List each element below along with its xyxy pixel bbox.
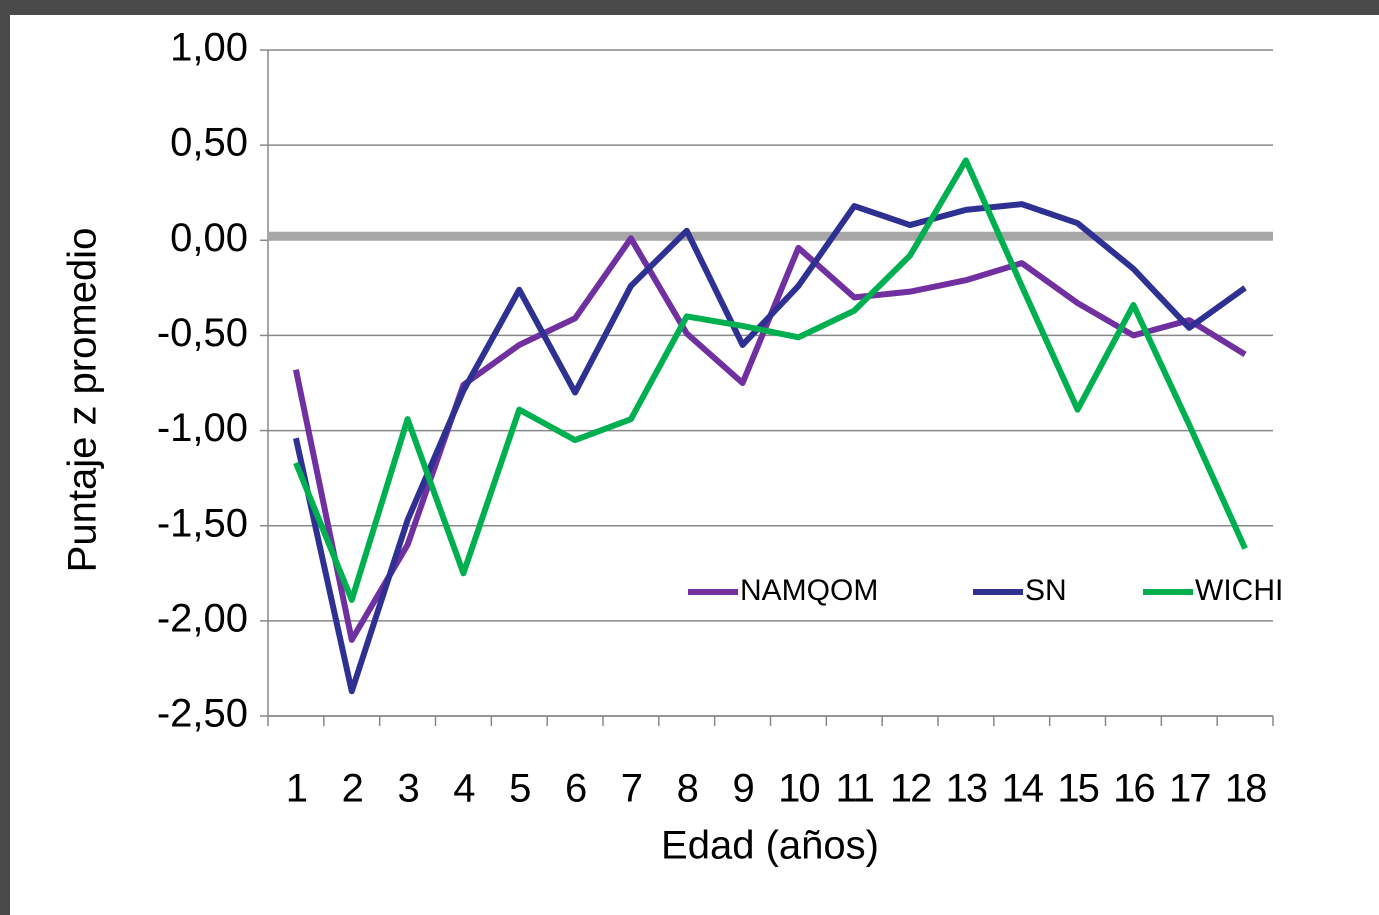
x-axis-label: Edad (años): [661, 824, 879, 868]
y-tick-label: -0,50: [157, 311, 248, 355]
x-tick-label: 11: [835, 767, 873, 811]
x-tick-label: 10: [778, 767, 819, 811]
x-tick-label: 12: [890, 767, 931, 811]
x-tick-label: 1: [286, 767, 307, 811]
y-tick-label: -2,50: [157, 692, 248, 736]
legend-label: WICHI: [1195, 574, 1283, 607]
y-axis-label: Puntaje z promedio: [61, 228, 105, 573]
x-tick-label: 15: [1057, 767, 1098, 811]
y-tick-label: 1,00: [170, 26, 248, 70]
x-tick-label: 2: [342, 767, 363, 811]
chart: Edad (años) Puntaje z promedio -2,50 -2,0…: [10, 15, 1379, 915]
y-tick-label: 0,50: [170, 121, 248, 165]
x-tick-label: 16: [1113, 767, 1154, 811]
x-tick-label: 13: [946, 767, 987, 811]
y-tick-label: -2,00: [157, 596, 248, 640]
x-tick-label: 18: [1225, 767, 1266, 811]
x-tick-label: 9: [732, 767, 753, 811]
x-tick-label: 5: [509, 767, 530, 811]
y-tick-label: -1,00: [157, 406, 248, 450]
x-tick-label: 8: [677, 767, 698, 811]
legend-label: SN: [1025, 574, 1067, 607]
y-tick-label: 0,00: [170, 216, 248, 260]
series-line: [292, 201, 1247, 695]
x-tick-label: 17: [1169, 767, 1210, 811]
x-tick-label: 3: [397, 767, 418, 811]
y-tick-label: -1,50: [157, 501, 248, 545]
x-tick-label: 6: [565, 767, 586, 811]
x-tick-label: 7: [621, 767, 642, 811]
legend-label: NAMQOM: [740, 574, 878, 607]
x-tick-label: 14: [1002, 767, 1044, 811]
series-line: [293, 157, 1248, 603]
x-tick-label: 4: [453, 767, 475, 811]
